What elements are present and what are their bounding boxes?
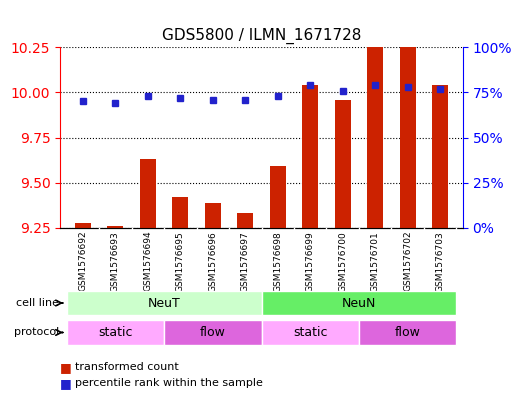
Text: NeuN: NeuN [342,296,376,310]
Text: GSM1576692: GSM1576692 [78,231,87,292]
Bar [302,85,319,228]
Title: GDS5800 / ILMN_1671728: GDS5800 / ILMN_1671728 [162,28,361,44]
Bar [400,0,416,228]
Text: GSM1576701: GSM1576701 [371,231,380,292]
Bar [172,197,188,228]
Text: cell line: cell line [17,298,60,308]
Text: protocol: protocol [14,327,60,338]
Text: NeuT: NeuT [147,296,180,310]
Text: GSM1576700: GSM1576700 [338,231,347,292]
Text: flow: flow [200,326,226,339]
Text: GSM1576695: GSM1576695 [176,231,185,292]
Bar [262,291,457,315]
Text: transformed count: transformed count [75,362,178,373]
Text: GSM1576699: GSM1576699 [306,231,315,292]
Text: GSM1576698: GSM1576698 [273,231,282,292]
Text: flow: flow [395,326,420,339]
Text: GSM1576702: GSM1576702 [403,231,412,292]
Text: ■: ■ [60,376,72,390]
Bar [432,85,448,228]
Bar [66,320,164,345]
Text: GSM1576703: GSM1576703 [436,231,445,292]
Text: GSM1576696: GSM1576696 [208,231,217,292]
Bar [270,167,286,228]
Bar [367,0,383,228]
Bar [335,99,351,228]
Bar [237,213,253,228]
Bar [75,222,91,228]
Bar [107,226,123,228]
Bar [204,203,221,228]
Text: GSM1576697: GSM1576697 [241,231,250,292]
Bar [359,320,457,345]
Bar [164,320,262,345]
Bar [66,291,262,315]
Text: static: static [98,326,133,339]
Text: GSM1576693: GSM1576693 [111,231,120,292]
Text: ■: ■ [60,361,72,374]
Text: GSM1576694: GSM1576694 [143,231,152,292]
Text: static: static [293,326,327,339]
Text: percentile rank within the sample: percentile rank within the sample [75,378,263,388]
Bar [262,320,359,345]
Bar [140,159,156,228]
